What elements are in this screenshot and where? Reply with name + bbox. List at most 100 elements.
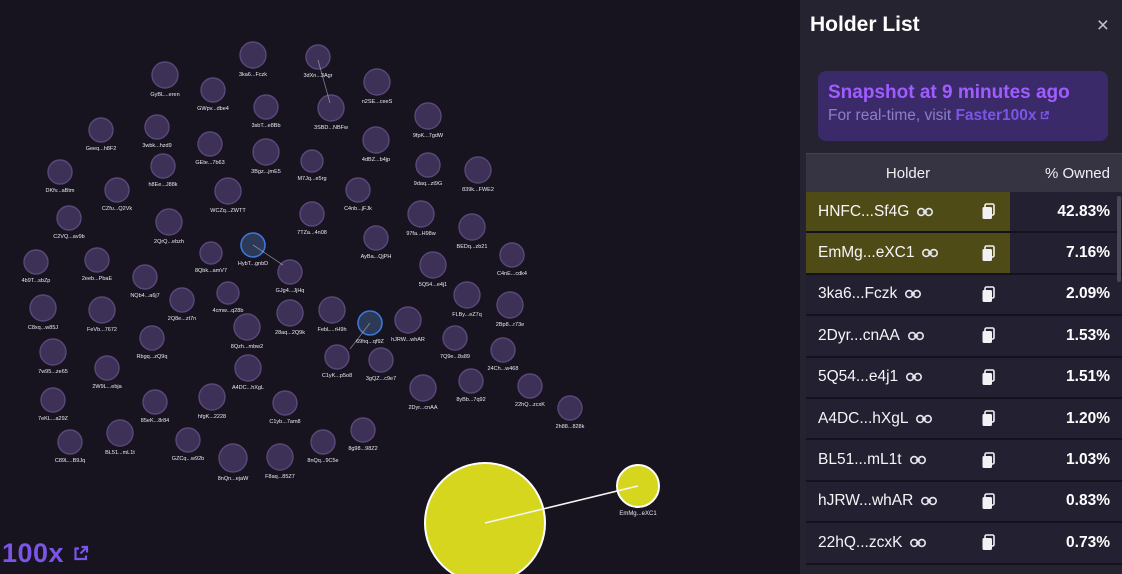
link-icon[interactable] xyxy=(907,329,925,343)
holder-bubble[interactable] xyxy=(57,429,83,455)
holder-address-cell[interactable]: hJRW...whAR xyxy=(806,482,1010,521)
holder-bubble[interactable] xyxy=(409,374,437,402)
holder-bubble[interactable] xyxy=(29,294,57,322)
holder-bubble[interactable] xyxy=(464,156,492,184)
holder-bubble[interactable] xyxy=(106,419,134,447)
copy-icon[interactable] xyxy=(981,451,996,469)
holder-bubble[interactable] xyxy=(305,44,331,70)
holder-bubble[interactable] xyxy=(197,131,223,157)
holder-address[interactable]: 2Dyr...cnAA xyxy=(818,326,900,344)
holder-bubble[interactable] xyxy=(310,429,336,455)
holder-address[interactable]: BL51...mL1t xyxy=(818,451,902,469)
holder-bubble[interactable] xyxy=(458,213,486,241)
holder-bubble[interactable] xyxy=(39,338,67,366)
holder-address[interactable]: 5Q54...e4j1 xyxy=(818,368,899,386)
link-icon[interactable] xyxy=(921,246,939,260)
copy-icon[interactable] xyxy=(981,286,996,303)
holder-bubble[interactable] xyxy=(214,177,242,205)
holder-bubble[interactable] xyxy=(84,247,110,273)
holder-bubble[interactable] xyxy=(557,395,583,421)
holder-address[interactable]: A4DC...hXgL xyxy=(818,409,909,427)
holder-bubble[interactable] xyxy=(363,225,389,251)
copy-icon[interactable] xyxy=(981,493,996,510)
holder-bubble[interactable] xyxy=(56,205,82,231)
holder-address-cell[interactable]: HNFC...Sf4G xyxy=(806,192,1010,232)
holder-bubble[interactable] xyxy=(424,462,546,574)
holder-bubble[interactable] xyxy=(151,61,179,89)
holder-bubble[interactable] xyxy=(324,344,350,370)
holder-bubble[interactable] xyxy=(132,264,158,290)
holder-bubble[interactable] xyxy=(362,126,390,154)
holder-bubble[interactable] xyxy=(88,117,114,143)
holder-bubble[interactable] xyxy=(216,281,240,305)
copy-icon[interactable] xyxy=(981,368,996,386)
holder-bubble[interactable] xyxy=(218,443,248,473)
holder-bubble[interactable] xyxy=(345,177,371,203)
link-icon[interactable] xyxy=(909,453,927,467)
holder-bubble[interactable] xyxy=(199,241,223,265)
holder-bubble[interactable] xyxy=(175,427,201,453)
copy-icon[interactable] xyxy=(981,534,996,551)
link-icon[interactable] xyxy=(909,536,927,550)
holder-address-cell[interactable]: BL51...mL1t xyxy=(806,440,1010,479)
holder-bubble[interactable] xyxy=(23,249,49,275)
holder-bubble[interactable] xyxy=(496,291,524,319)
holder-bubble[interactable] xyxy=(415,152,441,178)
holder-address[interactable]: 22hQ...zcxK xyxy=(818,533,903,551)
link-icon[interactable] xyxy=(905,370,923,384)
holder-bubble[interactable] xyxy=(414,102,442,130)
holder-address-cell[interactable]: 3ka6...Fczk xyxy=(806,275,1010,314)
link-icon[interactable] xyxy=(915,412,933,426)
holder-address-cell[interactable]: A4DC...hXgL xyxy=(806,399,1010,438)
holder-bubble[interactable] xyxy=(350,417,376,443)
holder-bubble[interactable] xyxy=(200,77,226,103)
holder-bubble[interactable] xyxy=(453,281,481,309)
holder-bubble[interactable] xyxy=(234,354,262,382)
holder-address[interactable]: 3ka6...Fczk xyxy=(818,285,898,303)
holder-address[interactable]: EmMg...eXC1 xyxy=(818,244,915,262)
holder-bubble[interactable] xyxy=(142,389,168,415)
holder-bubble[interactable] xyxy=(239,41,267,69)
holder-address-cell[interactable]: EmMg...eXC1 xyxy=(806,233,1010,273)
link-icon[interactable] xyxy=(916,205,934,219)
holder-bubble[interactable] xyxy=(104,177,130,203)
holder-bubble[interactable] xyxy=(169,287,195,313)
close-icon[interactable]: × xyxy=(1096,14,1109,37)
holder-bubble[interactable] xyxy=(266,443,294,471)
holder-bubble[interactable] xyxy=(458,368,484,394)
holder-bubble[interactable] xyxy=(299,201,325,227)
holder-bubble[interactable] xyxy=(517,373,543,399)
holder-bubble[interactable] xyxy=(94,355,120,381)
holder-bubble[interactable] xyxy=(252,138,280,166)
scrollbar-thumb[interactable] xyxy=(1117,196,1121,282)
faster100x-watermark[interactable]: 100x xyxy=(2,538,90,569)
holder-bubble[interactable] xyxy=(272,390,298,416)
holder-bubble[interactable] xyxy=(144,114,170,140)
holder-bubble[interactable] xyxy=(40,387,66,413)
holder-bubble[interactable] xyxy=(442,325,468,351)
holder-bubble[interactable] xyxy=(139,325,165,351)
holder-bubble[interactable] xyxy=(155,208,183,236)
holder-address[interactable]: hJRW...whAR xyxy=(818,492,914,510)
copy-icon[interactable] xyxy=(981,203,996,220)
holder-address-cell[interactable]: 5Q54...e4j1 xyxy=(806,358,1010,397)
holder-bubble[interactable] xyxy=(490,337,516,363)
holder-bubble[interactable] xyxy=(150,153,176,179)
copy-icon[interactable] xyxy=(981,327,996,344)
holder-bubble[interactable] xyxy=(368,347,394,373)
holder-bubble[interactable] xyxy=(317,94,345,122)
holder-bubble[interactable] xyxy=(198,383,226,411)
holder-bubble[interactable] xyxy=(277,259,303,285)
copy-icon[interactable] xyxy=(981,244,996,262)
holder-bubble[interactable] xyxy=(300,149,324,173)
holder-bubble[interactable] xyxy=(394,306,422,334)
link-icon[interactable] xyxy=(920,494,938,508)
holder-bubble[interactable] xyxy=(88,296,116,324)
holder-bubble[interactable] xyxy=(407,200,435,228)
holder-bubble[interactable] xyxy=(253,94,279,120)
holder-address-cell[interactable]: 2Dyr...cnAA xyxy=(806,316,1010,355)
holder-bubble[interactable] xyxy=(499,242,525,268)
link-icon[interactable] xyxy=(904,287,922,301)
holder-bubble[interactable] xyxy=(276,299,304,327)
faster100x-link[interactable]: Faster100x xyxy=(955,107,1037,124)
